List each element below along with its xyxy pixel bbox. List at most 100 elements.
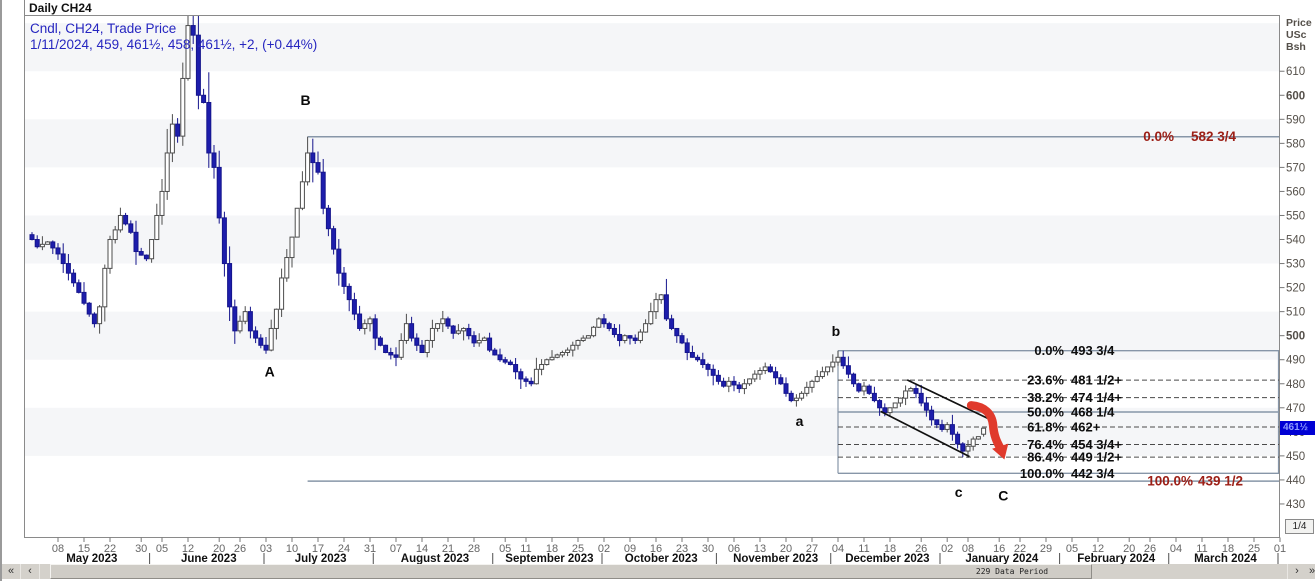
candle (440, 310, 446, 333)
candle-body (440, 318, 446, 325)
candle (513, 358, 519, 380)
candle (840, 350, 846, 369)
chart-legend: Cndl, CH24, Trade Price 1/11/2024, 459, … (30, 21, 317, 53)
candle (507, 359, 513, 366)
candle (585, 335, 591, 339)
candle-body (975, 436, 981, 440)
candle-body (154, 214, 160, 241)
candle-body (861, 385, 867, 392)
candle-body (825, 366, 831, 373)
candle-body (877, 400, 883, 409)
candle-body (169, 123, 175, 154)
candle (856, 382, 862, 393)
date-tick-label: 13 (754, 543, 766, 555)
candle-body (450, 325, 456, 334)
candle-body (960, 443, 966, 452)
candle-body (502, 359, 508, 363)
month-label: August 2023 (401, 553, 469, 565)
date-tick-label: 29 (1040, 543, 1052, 555)
candle-body (554, 354, 560, 358)
candle-body (762, 366, 768, 372)
candle-body (819, 371, 825, 378)
scrollbar-thumb[interactable] (50, 564, 1092, 579)
date-tick-label: 11 (858, 543, 869, 555)
date-axis[interactable]: 08 15 22 30 05 12 20 26 03 10 17 24 31 07 14 21 28 05 11 18… (52, 537, 1286, 556)
candle-body (549, 356, 555, 361)
candle-body (424, 339, 430, 354)
last-price-marker[interactable]: 461½ (1280, 421, 1315, 435)
scrollbar-track[interactable] (40, 564, 1287, 579)
date-tick-label: 03 (260, 543, 272, 555)
price-tick-label: 450 (1286, 451, 1305, 463)
candle-body (409, 323, 415, 339)
fib-major-labels: 0.0% 582 3/4 100.0% 439 1/2 (1143, 129, 1243, 488)
price-tick-label: 440 (1286, 475, 1305, 487)
candles (29, 15, 987, 458)
candle-body (268, 327, 274, 351)
date-tick-label: 02 (598, 543, 610, 555)
candle-body (357, 313, 363, 329)
candle (102, 264, 108, 322)
candle (518, 368, 524, 389)
candle-body (622, 335, 628, 341)
scroll-next-button[interactable]: › (1288, 564, 1306, 579)
fib-price-label: 442 3/4 (1071, 466, 1115, 481)
price-tick-label: 490 (1286, 355, 1305, 367)
candle-body (518, 371, 524, 380)
candle (346, 283, 352, 312)
chart-title: Daily CH24 (29, 1, 92, 15)
month-separator: | (372, 553, 375, 565)
date-tick-label: 24 (338, 543, 350, 555)
legend-series-line: Cndl, CH24, Trade Price (30, 21, 177, 36)
candle-body (325, 207, 331, 230)
date-tick-label: 05 (499, 543, 511, 555)
candle (476, 333, 482, 347)
scroll-prev-button[interactable]: ‹ (21, 564, 39, 579)
fib-minor-lines (837, 350, 1280, 475)
candle-body (923, 402, 929, 411)
candle (138, 247, 144, 256)
candle-body (372, 318, 378, 339)
wave-letter-C: C (998, 488, 1008, 504)
candle (658, 294, 664, 304)
date-tick-label: 26 (234, 543, 246, 555)
month-label: June 2023 (181, 553, 237, 565)
horizontal-scrollbar[interactable]: « ‹ 229 Data Period › » (2, 564, 1315, 579)
price-tick-label: 570 (1286, 162, 1305, 174)
candle-body (138, 251, 144, 256)
candle-body (835, 356, 841, 363)
scrollbar-data-period-label: 229 Data Period (975, 567, 1049, 576)
price-tick-label: 540 (1286, 235, 1305, 247)
fib-pct-label: 86.4% (1027, 450, 1064, 465)
candle (866, 384, 872, 395)
scroll-first-button[interactable]: « (2, 564, 20, 579)
month-label: October 2023 (625, 553, 698, 565)
candle-body (507, 361, 513, 366)
candle-body (201, 94, 207, 103)
price-axis[interactable]: 610 600 590 580 570 560 550 540 530 520 510 500 490 4… (1279, 66, 1306, 511)
candle (570, 341, 576, 357)
candle-body (715, 374, 721, 382)
candle (736, 381, 742, 393)
fib-pct-label: 50.0% (1027, 405, 1064, 420)
candle (892, 402, 898, 409)
candle (648, 302, 654, 326)
candle-body (190, 25, 196, 36)
candle (481, 336, 487, 341)
date-tick-label: 25 (1248, 543, 1260, 555)
candle-body (39, 243, 45, 248)
date-tick-label: 10 (286, 543, 298, 555)
candle (908, 386, 914, 392)
date-tick-label: 20 (1123, 543, 1135, 555)
fib-price-label: 439 1/2 (1198, 474, 1243, 489)
title-divider (24, 0, 25, 15)
scroll-last-button[interactable]: » (1303, 564, 1315, 579)
candle (767, 364, 773, 373)
candle (596, 317, 602, 328)
wave-letter-a: a (796, 413, 804, 429)
month-label: September 2023 (505, 553, 593, 565)
candle-body (476, 339, 482, 344)
candle (377, 336, 383, 347)
fib-price-label: 462+ (1071, 420, 1101, 435)
